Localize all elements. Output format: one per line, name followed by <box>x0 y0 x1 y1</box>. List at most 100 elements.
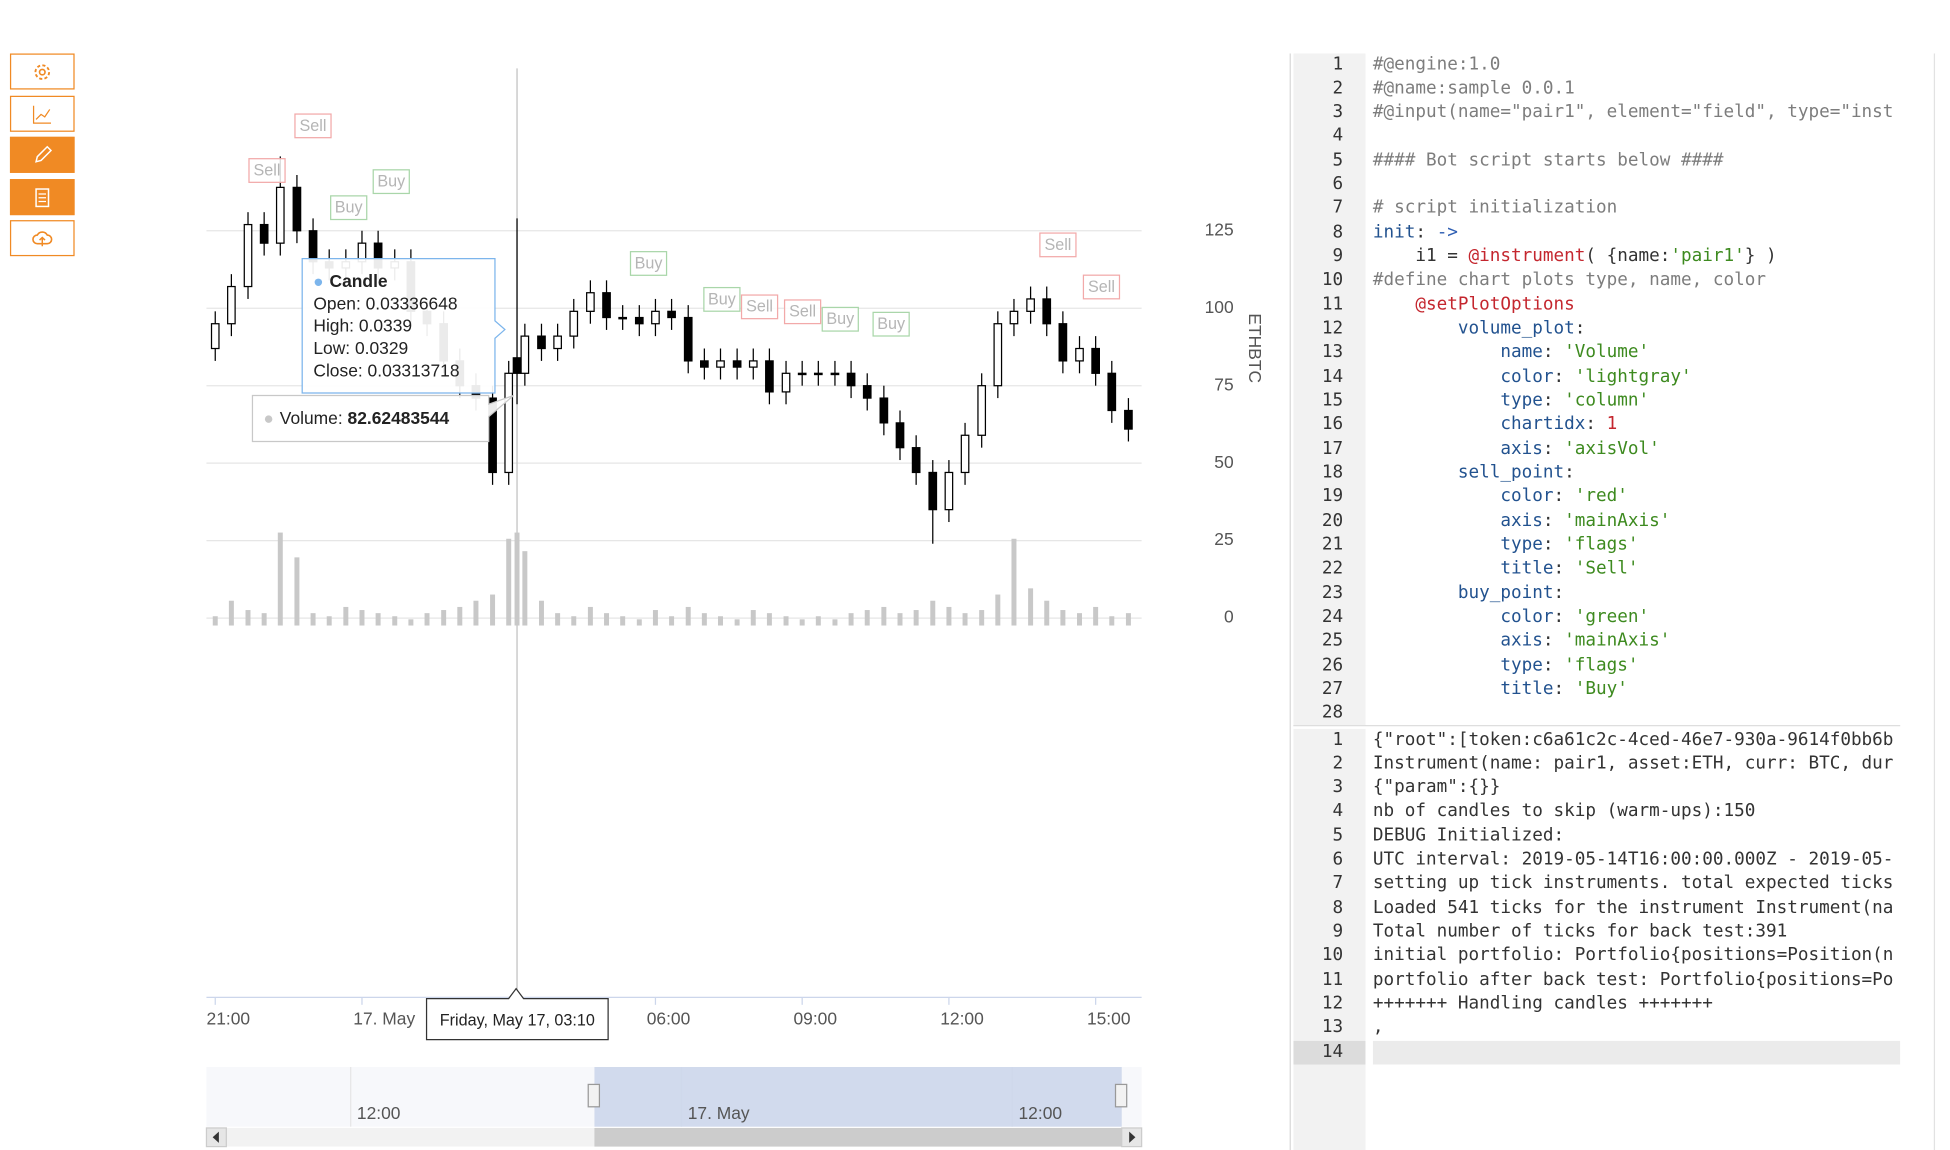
code-line: init: -> <box>1372 222 1458 243</box>
candle-body <box>1075 347 1084 362</box>
line-number: 17 <box>1321 438 1344 459</box>
candle-body <box>553 335 562 350</box>
volume-bar <box>913 610 919 626</box>
candle-body <box>716 360 725 368</box>
volume-bar <box>652 610 658 626</box>
volume-bar <box>604 613 610 626</box>
code-line: axis: 'mainAxis' <box>1372 630 1671 651</box>
volume-bar <box>669 616 675 626</box>
y-axis-title: ETHBTC <box>1245 313 1265 383</box>
code-line: type: 'flags' <box>1372 655 1639 675</box>
flag-box <box>872 311 910 337</box>
code-line: chartidx: 1 <box>1372 414 1618 435</box>
line-number: 25 <box>1321 630 1344 651</box>
candle-body <box>846 372 856 387</box>
line-number: 13 <box>1321 1017 1344 1038</box>
volume-bar <box>783 616 789 626</box>
candle-body <box>960 434 970 474</box>
candle-body <box>602 292 611 319</box>
code-editor[interactable]: 1 2 3 4 5 6 7 8 9 10 11 12 13 14 15 16 17 18 19 20 21 22 23 24 2… <box>1293 52 1900 726</box>
candle-body <box>586 292 595 312</box>
plot-area: 0 25 50 75 100 125 21:00 17. May 06:00 09:00 12:00… <box>206 68 1234 1028</box>
line-number: 28 <box>1321 703 1344 723</box>
editor-code: #@engine:1.0 #@name:sample 0.0.1 #@input(n… <box>1373 53 1900 726</box>
line-number: 12 <box>1321 318 1344 339</box>
code-line: title: 'Sell' <box>1372 558 1639 579</box>
code-line <box>1373 173 1900 197</box>
line-number: 5 <box>1332 150 1344 171</box>
code-line: type: 'column' <box>1372 390 1650 411</box>
flag-label: Buy <box>377 173 406 191</box>
upload-button[interactable] <box>9 220 75 257</box>
candle-body <box>227 285 236 325</box>
volume-bar <box>326 616 332 626</box>
code-line: #@input(name="pair1", element="field", t… <box>1372 102 1894 123</box>
chart-button[interactable] <box>9 95 75 132</box>
x-tick-label: 06:00 <box>647 1008 691 1028</box>
divider <box>1289 53 1291 1150</box>
volume-bar <box>441 610 447 626</box>
navigator-handle[interactable] <box>1114 1083 1128 1108</box>
scrollbar-thumb[interactable] <box>594 1127 1122 1147</box>
code-line: initial portfolio: Portfolio{positions=P… <box>1372 945 1894 966</box>
volume-bar <box>979 610 985 626</box>
volume-bar <box>538 600 544 626</box>
flag-label: Sell <box>254 161 281 179</box>
candle-body <box>308 230 318 263</box>
tooltip-line: Low: 0.0329 <box>313 338 408 358</box>
flag: Buy <box>372 169 410 195</box>
line-number: 10 <box>1321 945 1344 966</box>
code-line: , <box>1372 1017 1384 1038</box>
candle-body <box>879 397 889 424</box>
volume-bar <box>245 610 251 626</box>
flag-box <box>703 286 741 312</box>
volume-bar <box>587 606 593 626</box>
x-tick-label: 12:00 <box>940 1008 984 1028</box>
candle-body <box>797 372 807 376</box>
line-number: 4 <box>1332 801 1344 822</box>
navigator-handle[interactable] <box>587 1083 601 1108</box>
code-line: sell_point: <box>1372 462 1575 483</box>
volume-label: Volume: <box>280 408 343 428</box>
line-number: 26 <box>1321 655 1344 675</box>
script-button[interactable] <box>9 179 75 216</box>
candle-body <box>944 471 954 511</box>
candle-body <box>813 372 823 376</box>
candle-body <box>537 335 546 350</box>
x-tick-label: 21:00 <box>207 1008 251 1028</box>
flag-label: Sell <box>789 303 816 321</box>
volume-bar <box>294 557 300 626</box>
y-tick-label: 100 <box>1205 297 1234 317</box>
flag: Sell <box>248 158 286 183</box>
y-tick-label: 125 <box>1205 219 1234 239</box>
scroll-left-arrow <box>212 1131 219 1143</box>
price-chart: 12:00 17. May 12:00 ETHBTC 0 25 50 75 100 125… <box>205 68 1265 1148</box>
volume-bar <box>1093 606 1099 626</box>
volume-bar <box>701 613 707 626</box>
candle-body <box>862 385 872 399</box>
candle-body <box>1091 347 1101 374</box>
code-line: color: 'red' <box>1372 486 1628 507</box>
candle-body <box>1058 323 1068 362</box>
line-number: 2 <box>1332 78 1344 99</box>
volume-bar <box>343 606 349 626</box>
line-number: 14 <box>1321 366 1344 387</box>
candle-body <box>748 360 758 368</box>
volume-bar <box>277 532 283 626</box>
flag-label: Buy <box>826 310 855 328</box>
volume-value: 82.62483544 <box>348 408 450 428</box>
edit-button[interactable] <box>9 136 75 173</box>
volume-bar <box>815 616 821 626</box>
volume-bar <box>946 606 952 626</box>
navigator-range[interactable] <box>594 1067 1122 1127</box>
volume-bar <box>1044 600 1050 626</box>
code-line: #@name:sample 0.0.1 <box>1372 78 1575 99</box>
volume-bar <box>359 610 365 626</box>
navigator-label: 12:00 <box>357 1103 401 1123</box>
editor-gutter: 1 2 3 4 5 6 7 8 9 10 11 12 13 14 15 16 17 18 19 20 21 22 23 24 2… <box>1293 52 1366 726</box>
flag-box <box>372 169 410 195</box>
settings-button[interactable] <box>9 53 75 90</box>
candle-body <box>1009 310 1019 325</box>
